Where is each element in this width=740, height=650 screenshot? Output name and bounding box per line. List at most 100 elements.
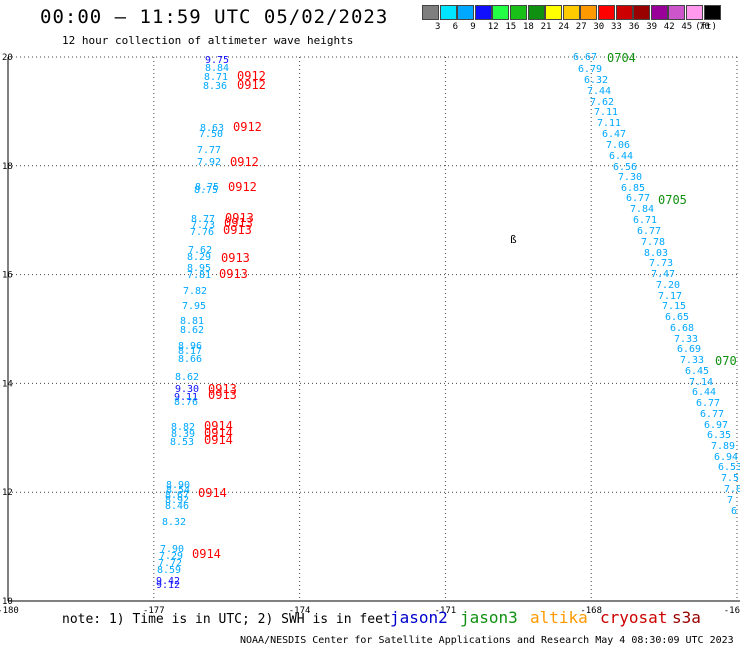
eastern-swh-value: 7.5 — [721, 473, 739, 484]
eastern-swh-value: 6.94 — [714, 452, 738, 463]
western-time-label: 0912 — [228, 180, 257, 194]
scale-swatch — [474, 5, 492, 20]
scale-label: 39 — [646, 22, 658, 32]
map-title: 00:00 – 11:59 UTC 05/02/2023 — [40, 6, 389, 28]
scale-label: 70 — [699, 22, 710, 32]
scale-label: 24 — [558, 22, 570, 32]
lat-tick-label: 16 — [2, 271, 13, 281]
eastern-swh-value: 7.89 — [711, 441, 735, 452]
western-swh-value: 8.62 — [175, 372, 199, 383]
western-time-label: 0913 — [208, 382, 237, 396]
western-time-label: 0914 — [192, 547, 221, 561]
eastern-time-label: 0704 — [607, 51, 636, 65]
scale-label: 12 — [487, 22, 499, 32]
western-swh-value: 9.11 — [174, 392, 198, 403]
eastern-swh-value: 6.67 — [573, 52, 597, 63]
scale-label: 21 — [540, 22, 552, 32]
scale-label: 42 — [663, 22, 675, 32]
scale-swatch — [615, 5, 633, 20]
scale-swatch — [650, 5, 668, 20]
western-swh-value: 8.29 — [187, 252, 211, 263]
satellite-s3a: s3a — [672, 608, 701, 627]
scale-swatch — [703, 5, 721, 20]
western-time-label: 0913 — [223, 223, 252, 237]
eastern-swh-value: 6 — [731, 506, 737, 517]
western-swh-value: 8.95 — [187, 263, 211, 274]
eastern-swh-value: 7.30 — [618, 172, 642, 183]
lat-tick-label: 12 — [2, 488, 13, 498]
island-marker: ß — [510, 233, 517, 246]
western-swh-value: 8.76 — [174, 397, 198, 408]
western-time-label: 0913 — [224, 216, 253, 230]
scale-label: 18 — [523, 22, 534, 32]
satellite-jason3: jason3 — [460, 608, 518, 627]
scale-label: 15 — [505, 22, 517, 32]
eastern-swh-value: 7.73 — [649, 258, 673, 269]
lon-tick-label: -171 — [435, 606, 457, 616]
western-swh-value: 8.96 — [178, 341, 202, 352]
satellite-jason2: jason2 — [390, 608, 448, 627]
western-swh-value: 8.36 — [203, 81, 227, 92]
lon-tick-label: -180 — [0, 606, 19, 616]
scale-label: 45 — [681, 22, 693, 32]
western-swh-value: 8.84 — [205, 63, 229, 74]
eastern-swh-value: 6.77 — [637, 226, 661, 237]
western-swh-value: 8.81 — [180, 316, 204, 327]
western-swh-value: 7.76 — [190, 227, 214, 238]
eastern-swh-value: 8.03 — [644, 248, 668, 259]
scale-swatch — [527, 5, 545, 20]
lat-tick-label: 10 — [2, 597, 13, 607]
western-swh-value: 8.71 — [204, 72, 228, 83]
western-swh-value: 9.12 — [156, 580, 180, 591]
western-time-label: 0913 — [221, 251, 250, 265]
eastern-swh-value: 7.11 — [597, 118, 621, 129]
western-time-label: 0914 — [198, 486, 227, 500]
satellite-cryosat: cryosat — [600, 608, 668, 627]
western-swh-value: 8.59 — [157, 565, 181, 576]
eastern-swh-value: 6.79 — [578, 64, 602, 75]
western-swh-value: 8.66 — [178, 354, 202, 365]
eastern-swh-value: 7.15 — [662, 301, 686, 312]
lon-tick-label: -16 — [724, 606, 740, 616]
western-swh-value: 8.17 — [178, 346, 202, 357]
map-subtitle: 12 hour collection of altimeter wave hei… — [62, 34, 354, 47]
eastern-swh-value: 6.71 — [633, 215, 657, 226]
western-swh-value: 8.54 — [166, 485, 190, 496]
western-swh-value: 7.72 — [158, 558, 182, 569]
western-time-label: 0914 — [204, 433, 233, 447]
eastern-swh-value: 7.62 — [590, 97, 614, 108]
western-swh-value: 8.63 — [200, 123, 224, 134]
eastern-swh-value: 7.06 — [606, 140, 630, 151]
eastern-swh-value: 7.78 — [641, 237, 665, 248]
western-swh-value: 8.46 — [165, 501, 189, 512]
eastern-swh-value: 7.84 — [630, 204, 654, 215]
eastern-swh-value: 6.69 — [677, 344, 701, 355]
western-swh-value: 8.82 — [171, 422, 195, 433]
western-swh-value: 8.77 — [191, 214, 215, 225]
scale-swatch — [492, 5, 510, 20]
lon-tick-label: -174 — [289, 606, 311, 616]
western-swh-value: 8.53 — [170, 437, 194, 448]
western-swh-value: 8.62 — [180, 325, 204, 336]
western-time-label: 0912 — [233, 120, 262, 134]
eastern-swh-value: 7.20 — [656, 280, 680, 291]
eastern-swh-value: 6.77 — [700, 409, 724, 420]
western-swh-value: 7.73 — [191, 220, 215, 231]
western-swh-value: 8.90 — [166, 480, 190, 491]
western-swh-value: 9.42 — [156, 576, 180, 587]
western-time-label: 0913 — [208, 388, 237, 402]
western-swh-value: 8.32 — [162, 517, 186, 528]
eastern-swh-value: 6.77 — [696, 398, 720, 409]
eastern-swh-value: 7.47 — [651, 269, 675, 280]
lat-tick-label: 20 — [2, 53, 13, 63]
eastern-swh-value: 6.45 — [685, 366, 709, 377]
eastern-swh-value: 6.65 — [665, 312, 689, 323]
western-swh-value: 7.62 — [188, 245, 212, 256]
eastern-swh-value: 7.14 — [689, 377, 713, 388]
western-swh-value: 8.39 — [171, 429, 195, 440]
lat-tick-label: 18 — [2, 162, 13, 172]
western-swh-value: 7.29 — [159, 551, 183, 562]
eastern-swh-value: 7.33 — [680, 355, 704, 366]
scale-swatch — [439, 5, 457, 20]
